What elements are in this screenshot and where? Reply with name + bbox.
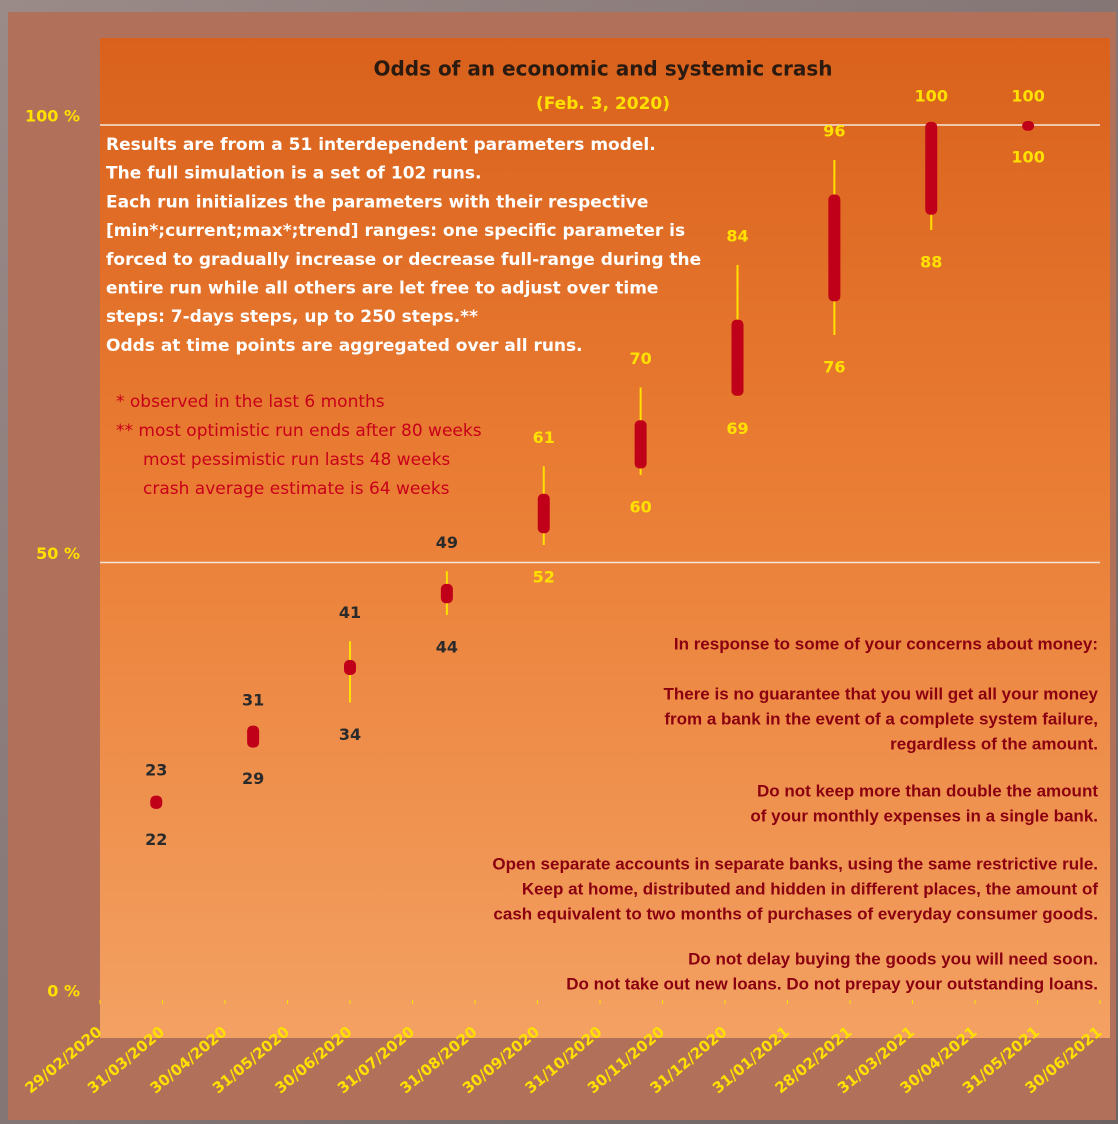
data-label: 44 — [436, 638, 458, 657]
candle-body — [634, 420, 647, 469]
candle-body — [731, 319, 744, 396]
y-tick-label: 100 % — [25, 107, 80, 126]
data-label: 84 — [726, 227, 748, 246]
y-tick-label: 0 % — [47, 982, 80, 1001]
advice-line: Do not take out new loans. Do not prepay… — [566, 974, 1098, 993]
data-label: 31 — [242, 690, 264, 709]
data-label: 52 — [533, 568, 555, 587]
data-label: 41 — [339, 603, 361, 622]
candle-body — [440, 583, 453, 604]
data-label: 49 — [436, 533, 458, 552]
data-label: 100 — [915, 87, 948, 106]
data-label: 34 — [339, 725, 361, 744]
candle-body — [150, 795, 163, 809]
advice-line: from a bank in the event of a complete s… — [664, 709, 1098, 728]
data-label: 22 — [145, 830, 167, 849]
footnote: ** most optimistic run ends after 80 wee… — [116, 421, 482, 441]
y-tick-label: 50 % — [36, 544, 80, 563]
note-line: entire run while all others are let free… — [106, 279, 658, 299]
note-line: Odds at time points are aggregated over … — [106, 336, 583, 356]
footnote: * observed in the last 6 months — [116, 392, 385, 412]
plot-area — [100, 38, 1110, 1038]
note-line: [min*;current;max*;trend] ranges: one sp… — [106, 221, 685, 241]
advice-line: Open separate accounts in separate banks… — [492, 854, 1098, 873]
candle-body — [1022, 121, 1035, 131]
note-line: forced to gradually increase or decrease… — [106, 250, 701, 270]
footnote: most pessimistic run lasts 48 weeks — [143, 450, 450, 470]
chart-title: Odds of an economic and systemic crash — [373, 57, 832, 81]
candle-body — [344, 660, 356, 675]
note-line: Each run initializes the parameters with… — [106, 192, 648, 212]
data-label: 23 — [145, 760, 167, 779]
candle-body — [537, 493, 550, 534]
chart-subtitle: (Feb. 3, 2020) — [536, 94, 670, 114]
data-label: 100 — [1011, 148, 1044, 167]
candle-body — [247, 725, 260, 748]
data-label: 61 — [533, 428, 555, 447]
data-label: 69 — [726, 419, 748, 438]
data-label: 76 — [823, 358, 845, 377]
advice-line: Do not keep more than double the amount — [757, 781, 1098, 800]
advice-line: cash equivalent to two months of purchas… — [493, 904, 1098, 923]
data-label: 70 — [629, 349, 651, 368]
advice-line: of your monthly expenses in a single ban… — [750, 806, 1098, 825]
advice-line: In response to some of your concerns abo… — [674, 634, 1098, 653]
note-line: Results are from a 51 interdependent par… — [106, 135, 656, 155]
data-label: 29 — [242, 769, 264, 788]
note-line: The full simulation is a set of 102 runs… — [106, 164, 481, 184]
note-line: steps: 7-days steps, up to 250 steps.** — [106, 307, 478, 327]
candle-body — [925, 121, 938, 215]
data-label: 100 — [1011, 87, 1044, 106]
candle-body — [828, 194, 841, 302]
data-label: 60 — [629, 498, 651, 517]
advice-line: Do not delay buying the goods you will n… — [688, 949, 1098, 968]
data-label: 96 — [823, 122, 845, 141]
advice-line: Keep at home, distributed and hidden in … — [522, 879, 1098, 898]
footnote: crash average estimate is 64 weeks — [143, 479, 450, 499]
data-label: 88 — [920, 253, 942, 272]
advice-line: There is no guarantee that you will get … — [663, 684, 1098, 703]
advice-line: regardless of the amount. — [890, 734, 1098, 753]
